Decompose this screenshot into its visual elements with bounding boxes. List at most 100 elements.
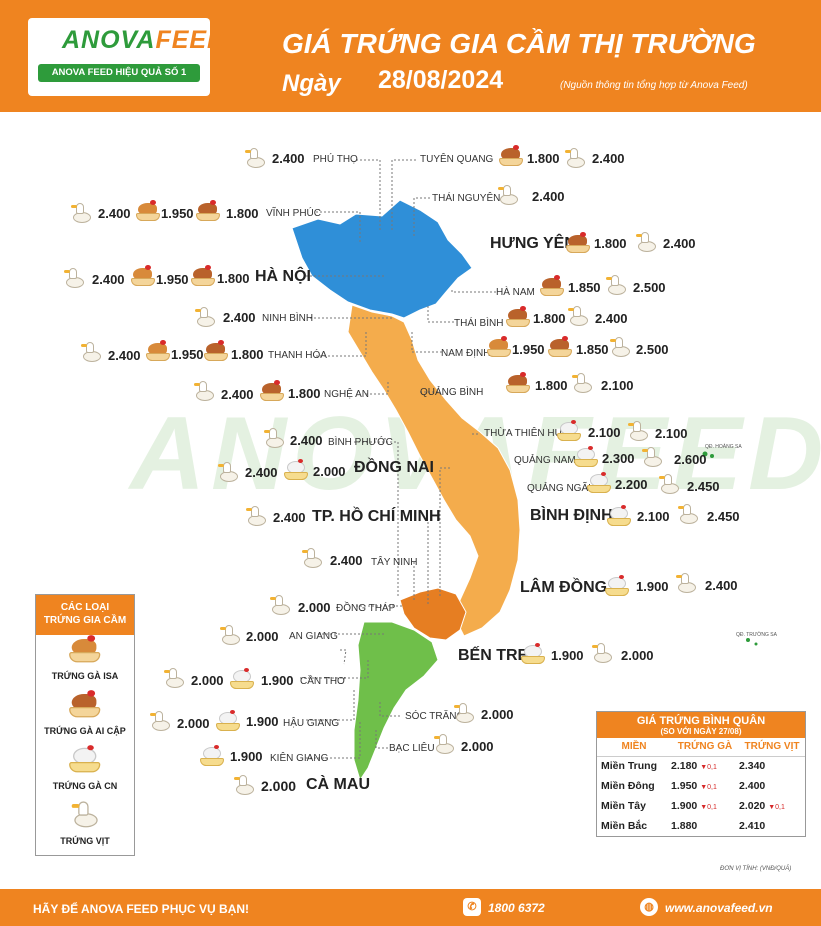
legend-label: TRỨNG GÀ ISA [51,671,119,681]
cn-hen-egg-icon [216,710,240,732]
hoang-sa-dot [702,451,708,457]
duck-egg-icon [162,667,186,689]
average-title: GIÁ TRỨNG BÌNH QUÂN [636,715,766,727]
cn-hen-egg-icon [587,472,611,494]
cn-hen-egg-icon [69,745,101,774]
leader-line [427,304,454,323]
egypt-hen-egg-icon [196,200,220,222]
province-name: NAM ĐỊNH [441,348,491,359]
province-name: QUẢNG NGÃI [527,483,591,494]
province-name: ĐỒNG NAI [354,459,434,476]
province-name: TÂY NINH [371,557,418,568]
cn-hen-egg-icon [557,420,581,442]
price-vit: 2.400 [223,310,256,325]
duck-egg-icon [570,372,594,394]
leader-line [300,660,369,679]
price-vit: 2.400 [108,348,141,363]
province-name: HÀ NAM [496,287,535,298]
logo-wordmark: ANOVAFEED [62,26,227,54]
price-cn: 1.900 [551,648,584,663]
region-cell: Miền Bắc [601,820,648,832]
leader-line [316,211,361,244]
province-name: HẬU GIANG [283,718,340,729]
price-vit: 2.400 [92,272,125,287]
duck-egg-icon [243,147,267,169]
legend-title-line-2: TRỨNG GIA CẦM [43,615,127,626]
duck-egg-icon [69,800,100,829]
down-delta: ▼0,1 [768,804,785,811]
province-name: LÂM ĐỒNG [520,579,608,596]
legend-item-cn: TRỨNG GÀ CN [36,745,134,800]
isa-hen-egg-icon [69,635,101,664]
price-vit: 2.400 [245,465,278,480]
leader-lines [300,159,496,759]
central-region [347,304,521,637]
price-ai-cap: 1.850 [568,280,601,295]
province-name: SÓC TRĂNG [405,711,465,722]
duck-egg-icon [216,461,240,483]
duck-egg-icon [193,306,217,328]
price-cn: 1.900 [246,714,279,729]
legend-label: TRỨNG VỊT [60,836,110,846]
north-region [291,199,473,319]
leader-line [411,330,442,353]
price-isa: 1.950 [161,206,194,221]
price-vit: 2.400 [592,151,625,166]
price-vit: 2.400 [705,578,738,593]
province-name: TP. HỒ CHÍ MINH [312,508,441,525]
unit-note: ĐƠN VỊ TÍNH: (VNĐ/QUẢ) [720,866,792,872]
price-vit: 2.000 [621,648,654,663]
price-vit: 2.450 [707,509,740,524]
average-table-header: GIÁ TRỨNG BÌNH QUÂN (SO VỚI NGÀY 27/08) [597,712,805,738]
leader-line [379,700,400,717]
price-cn: 2.100 [637,509,670,524]
province-name: ĐỒNG THÁP [336,603,396,614]
cn-hen-egg-icon [200,745,224,767]
duck-egg-icon [79,341,103,363]
duck-egg-icon [496,184,520,206]
price-vit: 2.400 [663,236,696,251]
province-name: THANH HÓA [268,350,327,361]
province-name: BẾN TRE [458,647,529,664]
price-ai-cap: 1.800 [288,386,321,401]
footer-slogan: HÃY ĐỂ ANOVA FEED PHỤC VỤ BẠN! [33,902,250,916]
price-vit: 2.000 [177,716,210,731]
duck-egg-icon [452,702,476,724]
hotline-link[interactable]: 1800 6372 [488,901,545,915]
truong-sa-dot [746,638,750,642]
price-vit: 2.000 [261,778,297,794]
price-cn: 2.300 [602,451,635,466]
southwest-region [353,621,439,782]
duck-egg-icon [608,336,632,358]
province-name: HƯNG YÊN [490,235,576,252]
duck-egg-icon [563,147,587,169]
egypt-hen-egg-icon [540,275,564,297]
hoang-sa-dot [710,454,714,458]
duck-egg-cell: 2.020 ▼0,1 [739,800,785,812]
region-cell: Miền Đông [601,780,655,792]
price-vit: 2.000 [191,673,224,688]
region-cell: Miền Trung [601,760,657,773]
legend-item-isa: TRỨNG GÀ ISA [36,635,134,690]
duck-egg-icon [268,594,292,616]
anova-feed-logo[interactable]: ANOVAFEED ANOVA FEED HIỆU QUẢ SỐ 1 [28,18,225,96]
region-cell: Miền Tây [601,800,646,812]
leader-line [354,441,399,596]
price-vit: 2.400 [330,553,363,568]
footer-bar: HÃY ĐỂ ANOVA FEED PHỤC VỤ BẠN! ✆ 1800 63… [0,889,821,926]
column-header-duck-egg: TRỨNG VỊT [739,738,805,757]
duck-egg-icon [566,305,590,327]
table-row: Miền Trung 2.180 ▼0,1 2.340 [597,756,805,776]
duck-egg-icon [676,503,700,525]
phone-icon: ✆ [463,898,481,916]
duck-egg-icon [232,774,256,796]
down-delta: ▼0,1 [700,764,717,772]
province-name: CÀ MAU [306,776,370,793]
website-link[interactable]: www.anovafeed.vn [665,901,773,915]
price-vit: 2.600 [674,452,707,467]
province-name: TUYÊN QUANG [420,154,494,165]
date-value: 28/08/2024 [378,66,504,94]
cn-hen-egg-icon [521,643,545,665]
price-vit: 2.450 [687,479,720,494]
